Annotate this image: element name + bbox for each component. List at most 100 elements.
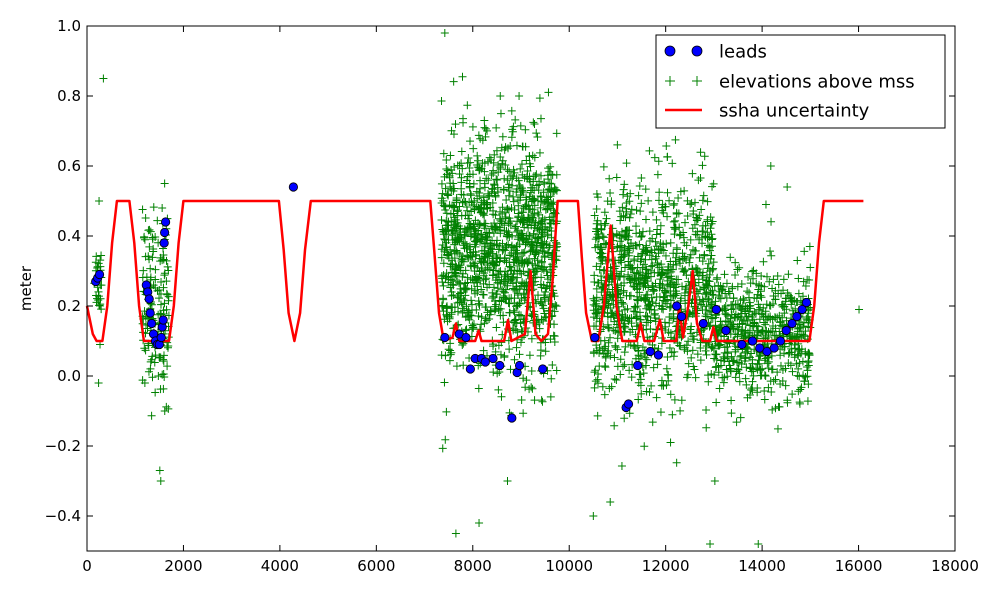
elevation-point [544,164,553,173]
elevation-point [442,302,451,311]
elevation-point [477,313,486,322]
elevation-point [519,374,528,383]
elevation-point [160,269,169,278]
lead-point [465,364,475,374]
elevation-point [496,350,505,359]
elevation-point [456,289,465,298]
x-tick-label: 18000 [931,557,979,575]
elevation-point [508,274,517,283]
elevation-point [437,179,446,188]
x-tick-label: 14000 [738,557,786,575]
elevation-point [514,212,523,221]
legend-leads-label: leads [719,42,767,63]
elevation-point [465,308,474,317]
elevation-point [145,255,154,264]
elevation-point [495,304,504,313]
lead-point [538,364,548,374]
elevation-point [439,259,448,268]
elevation-point [463,251,472,260]
elevation-point [518,186,527,195]
elevation-point [516,164,525,173]
elevation-point [518,278,527,287]
x-tick-label: 10000 [545,557,593,575]
elevation-point [490,150,499,159]
elevation-point [159,384,168,393]
elevation-point [479,193,488,202]
elevation-point [160,406,169,415]
elevation-point [552,302,561,311]
elevation-point [151,265,160,274]
elevation-point [526,162,535,171]
elevation-point [451,120,460,129]
elevation-point [442,155,451,164]
elevation-point [144,341,153,350]
elevation-point [494,341,503,350]
elevation-point [156,309,165,318]
x-tick-label: 6000 [357,557,395,575]
elevation-point [513,273,522,282]
elevation-point [536,219,545,228]
elevation-point [479,257,488,266]
plot-area [85,29,864,548]
elevation-point [458,72,467,81]
lead-point [94,269,105,280]
elevation-point [439,227,448,236]
elevation-point [515,240,524,249]
legend-elevations-label: elevations above mss [719,72,915,93]
elevation-point [461,239,470,248]
legend-leads-marker [664,45,676,57]
elevation-point [93,262,102,271]
elevation-point [460,244,469,253]
elevation-point [518,170,527,179]
elevation-point [440,378,449,387]
elevation-point [442,164,451,173]
elevation-point [513,266,522,275]
elevation-point [492,252,501,261]
elevation-point [439,281,448,290]
elevation-point [468,122,477,131]
elevation-point [460,197,469,206]
lead-point [147,318,157,329]
elevation-point [160,271,169,280]
elevation-point [505,167,514,176]
elevation-point [536,114,545,123]
elevation-point [481,314,490,323]
elevation-point [483,189,492,198]
x-tick-label: 4000 [261,557,299,575]
elevation-point [468,251,477,260]
lead-point [775,336,786,346]
elevation-point [503,281,512,290]
elevation-point [451,215,460,224]
elevation-point [468,300,477,309]
elevation-point [160,299,169,308]
y-tick-label: 1.0 [57,17,81,35]
elevation-point [158,204,167,213]
elevation-point [492,123,501,132]
elevation-point [539,304,548,313]
elevation-point [500,351,509,360]
elevation-point [444,278,453,287]
elevation-point [440,247,449,256]
lead-point [672,301,682,311]
elevation-point [444,217,453,226]
elevation-point [151,388,160,397]
elevation-point [532,129,541,138]
elevation-point [507,294,516,303]
elevation-point [535,94,544,103]
elevation-point [157,277,166,286]
elevation-point [438,444,447,453]
elevation-point [497,392,506,401]
elevation-point [533,133,542,142]
lead-point [488,353,498,364]
elevation-point [534,233,543,242]
elevation-point [163,343,172,352]
elevation-point [441,351,450,360]
elevation-point [494,161,503,170]
elevation-point [145,225,154,234]
elevation-point [540,196,549,205]
elevation-point [458,198,467,207]
elevation-point [485,243,494,252]
elevation-point [480,183,489,192]
elevation-point [488,294,497,303]
lead-point [792,311,802,322]
